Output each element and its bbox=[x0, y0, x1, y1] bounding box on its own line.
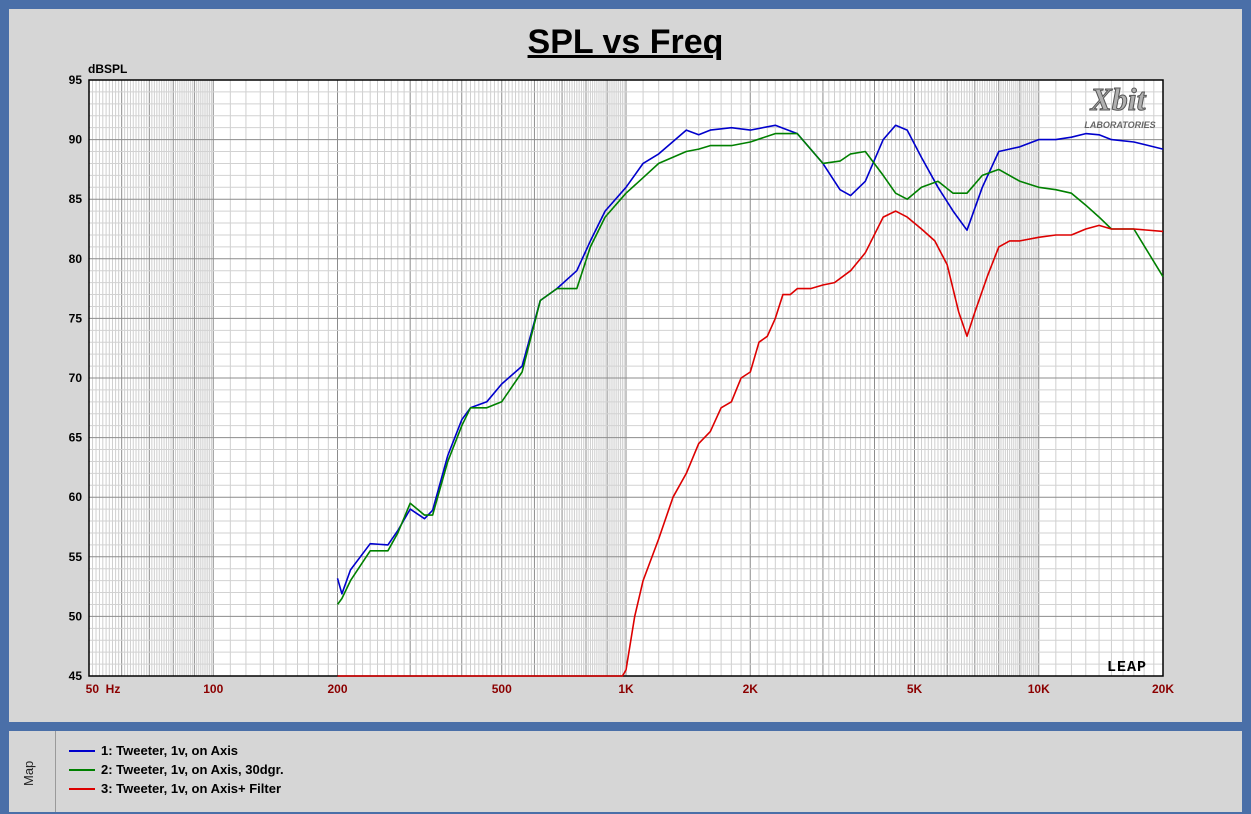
y-axis-label: dBSPL bbox=[88, 62, 127, 76]
y-tick-label: 80 bbox=[69, 252, 83, 266]
legend-swatch bbox=[69, 749, 95, 752]
legend-item: 3: Tweeter, 1v, on Axis+ Filter bbox=[69, 779, 284, 798]
y-tick-label: 70 bbox=[69, 371, 83, 385]
x-tick-label: 100 bbox=[203, 682, 223, 696]
y-tick-label: 90 bbox=[69, 133, 83, 147]
legend-label: 3: Tweeter, 1v, on Axis+ Filter bbox=[101, 781, 282, 796]
y-tick-label: 60 bbox=[69, 490, 83, 504]
x-tick-label: 20K bbox=[1152, 682, 1174, 696]
chart-plot: 45 50 55 60 65 70 75 80 85 90 95 dBSPL 50 Hz 100 200 50… bbox=[69, 62, 1175, 696]
legend-panel: Map 1: Tweeter, 1v, on Axis 2: Tweeter, 1… bbox=[9, 731, 1242, 812]
map-tab[interactable]: Map bbox=[9, 731, 56, 812]
y-tick-label: 75 bbox=[69, 311, 83, 325]
legend-swatch bbox=[69, 787, 95, 790]
y-tick-label: 50 bbox=[69, 609, 83, 623]
series-line-3 bbox=[337, 210, 1164, 677]
legend-label: 2: Tweeter, 1v, on Axis, 30dgr. bbox=[101, 762, 284, 777]
x-tick-label: 50 Hz bbox=[86, 682, 121, 696]
x-tick-label: 1K bbox=[618, 682, 634, 696]
grid-lines bbox=[89, 80, 1163, 676]
y-tick-label: 55 bbox=[69, 550, 83, 564]
series-line-1 bbox=[336, 124, 1164, 595]
chart-title: SPL vs Freq bbox=[527, 23, 724, 61]
legend-swatch bbox=[69, 768, 95, 771]
x-tick-label: 10K bbox=[1028, 682, 1050, 696]
y-tick-label: 45 bbox=[69, 669, 83, 683]
legend-item: 1: Tweeter, 1v, on Axis bbox=[69, 741, 284, 760]
series-line-2 bbox=[336, 132, 1164, 605]
plot-frame bbox=[88, 79, 1164, 677]
x-tick-label: 200 bbox=[327, 682, 347, 696]
x-tick-label: 5K bbox=[907, 682, 923, 696]
x-tick-label: 500 bbox=[492, 682, 512, 696]
xbit-logo-text: Xbit bbox=[1089, 81, 1146, 117]
legend-list: 1: Tweeter, 1v, on Axis 2: Tweeter, 1v, o… bbox=[69, 741, 284, 798]
leap-logo: LEAP bbox=[1107, 659, 1147, 676]
legend-item: 2: Tweeter, 1v, on Axis, 30dgr. bbox=[69, 760, 284, 779]
xbit-logo-subtext: LABORATORIES bbox=[1084, 120, 1155, 130]
xbit-logo: Xbit LABORATORIES bbox=[1084, 81, 1155, 131]
y-tick-label: 65 bbox=[69, 431, 83, 445]
legend-label: 1: Tweeter, 1v, on Axis bbox=[101, 743, 239, 758]
x-tick-label: 2K bbox=[743, 682, 759, 696]
map-tab-label: Map bbox=[21, 760, 36, 786]
y-tick-label: 85 bbox=[69, 192, 83, 206]
y-tick-label: 95 bbox=[69, 73, 83, 87]
